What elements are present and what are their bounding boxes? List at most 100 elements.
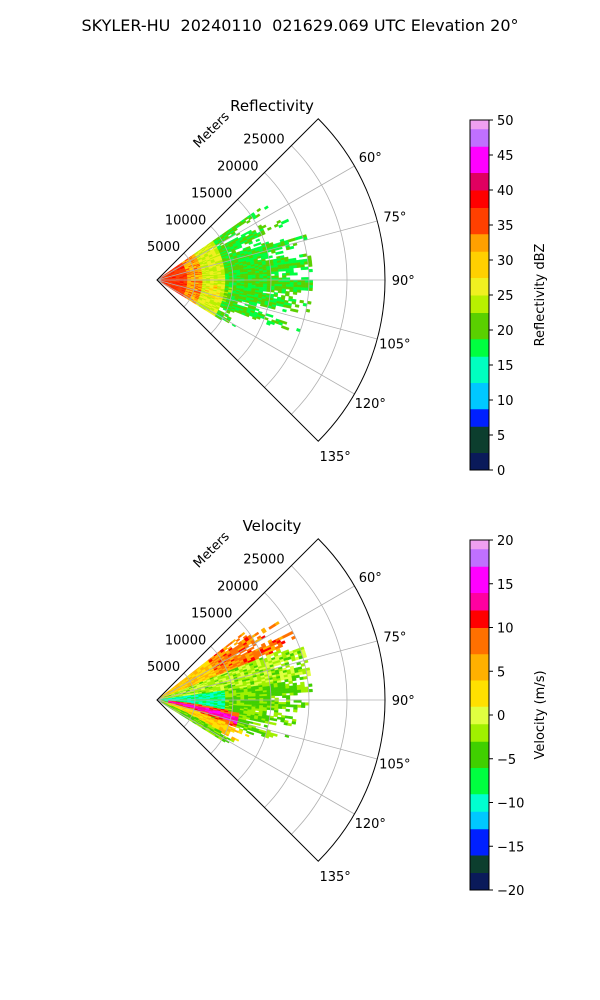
plot-frame [156,538,386,862]
radar-gate [266,695,272,699]
radar-gate [273,294,278,298]
colorbar-segment [470,575,489,585]
radar-gate [293,709,298,713]
radar-gate [268,734,274,738]
radar-gate [276,716,282,720]
radar-gate [301,702,306,706]
colorbar-segment [470,828,489,838]
radar-gate [282,275,287,279]
radar-gate [278,706,283,709]
radar-gate [274,288,279,291]
azimuth-tick-label: 135° [319,450,350,465]
radar-gate [259,696,264,699]
radar-gate [275,251,280,255]
colorbar-tick-label: 10 [497,394,514,409]
colorbar-segment [470,662,489,672]
radar-gate [304,686,309,690]
colorbar-segment [470,855,489,865]
colorbar-segment [470,741,489,751]
radar-gate [282,273,287,276]
radar-gate [289,282,294,285]
colorbar-segment [470,540,489,550]
range-axis-label: Meters [191,529,233,571]
radar-gate [248,241,254,245]
radar-gate [251,316,257,321]
colorbar-segment [470,251,489,261]
colorbar-segment [470,872,489,882]
radar-gate [271,306,276,310]
radar-gate [297,704,302,708]
radar-gate [244,733,250,738]
range-tick-label: 25000 [243,553,284,568]
azimuth-gridline [156,585,355,701]
radar-gate [278,693,283,696]
radar-gate [247,696,253,699]
colorbar-tick-label: −15 [497,840,524,855]
colorbar-tick-label: 50 [497,114,514,129]
colorbar-segment [470,242,489,252]
colorbar-segment [470,155,489,165]
radar-gate [256,242,262,246]
figure-title: SKYLER-HU 20240110 021629.069 UTC Elevat… [81,16,519,35]
range-tick-label: 20000 [217,160,258,175]
radar-gate [231,638,237,644]
radar-gate [266,275,272,279]
radar-gate [273,714,278,718]
colorbar-segment [470,706,489,716]
radar-gate [285,708,290,712]
radar-gate [289,272,294,276]
radar-gate [256,722,261,726]
colorbar-segment [470,260,489,270]
range-tick-label: 5000 [147,240,180,255]
radar-gate [289,692,294,696]
radar-gate [293,704,298,708]
radar-gate [304,284,310,289]
radar-gate [265,321,271,326]
colorbar-tick-label: 0 [497,709,505,724]
radar-gate [255,213,261,218]
colorbar-segment [470,382,489,392]
colorbar-tick-label: 20 [497,324,514,339]
radar-gate [274,281,279,285]
radar-gate [233,641,239,646]
radar-gate [230,729,235,733]
azimuth-tick-label: 90° [392,274,415,289]
radar-gate [299,676,304,681]
colorbar-segment [470,198,489,208]
colorbar-segment [470,400,489,410]
radar-gate [244,313,250,318]
colorbar-tick-label: 0 [497,464,505,479]
radar-gate [308,688,313,693]
colorbar-segment [470,365,489,375]
radar-gate [285,270,291,274]
radar-gate [301,282,306,286]
colorbar-tick-label: 5 [497,665,505,680]
radar-gate [282,308,287,313]
colorbar-tick-label: 40 [497,184,514,199]
colorbar-segment [470,645,489,655]
azimuth-gridline [156,279,355,395]
colorbar-segment [470,225,489,235]
colorbar-segment [470,610,489,620]
colorbar-tick-label: 30 [497,254,514,269]
radar-gate [291,721,297,725]
azimuth-tick-label: 60° [359,571,382,586]
radar-gate [297,689,302,693]
colorbar-tick-label: 15 [497,359,514,374]
radar-gate [240,631,246,637]
radar-gate [274,693,279,697]
colorbar-segment [470,128,489,138]
colorbar-tick-label: 35 [497,219,514,234]
range-tick-label: 20000 [217,580,258,595]
radar-gate [276,219,282,225]
azimuth-gridline [156,699,355,815]
colorbar-segment [470,190,489,200]
range-tick-label: 15000 [191,186,232,201]
colorbar-segment [470,295,489,305]
radar-gate [270,271,275,275]
radar-gate [279,303,285,308]
azimuth-tick-label: 75° [383,630,406,645]
colorbar-tick-label: 25 [497,289,514,304]
colorbar-segment [470,601,489,611]
radar-gate [266,273,272,277]
